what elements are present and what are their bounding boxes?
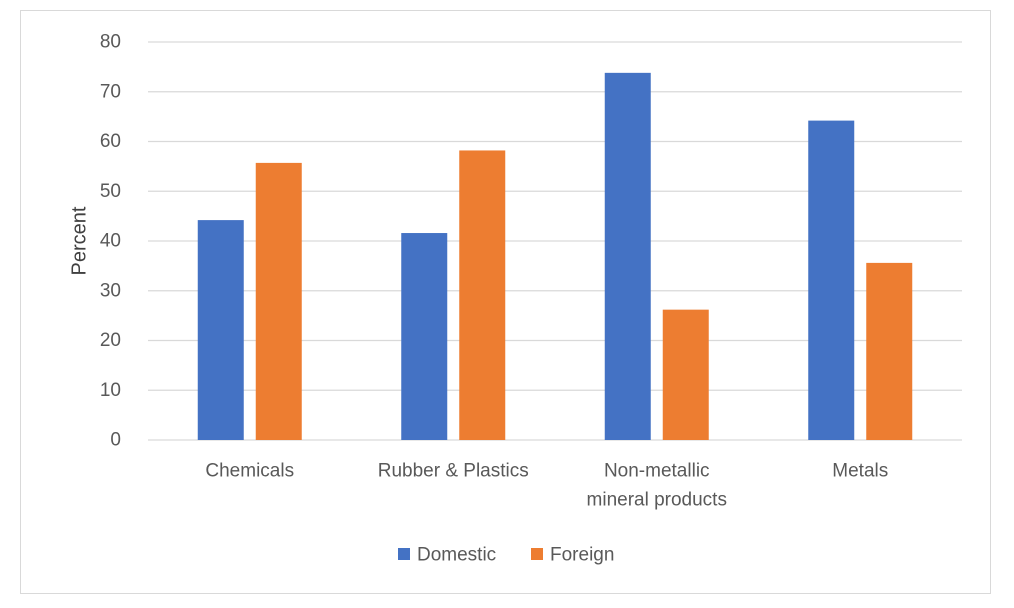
bar-foreign-0 [255,162,302,440]
bar-foreign-1 [459,150,506,440]
x-tick-label: Rubber & Plastics [378,461,529,482]
y-tick-label: 50 [100,181,121,202]
y-tick-label: 80 [100,32,121,53]
x-tick-label: Chemicals [205,461,294,482]
bars [197,72,913,440]
x-tick-label: Metals [832,461,888,482]
y-tick-label: 0 [110,430,121,451]
bar-domestic-0 [197,220,244,440]
legend-swatch-domestic [398,548,410,560]
x-tick-label: Non-metallic [604,461,710,482]
y-tick-label: 20 [100,330,121,351]
bar-foreign-2 [662,309,709,440]
legend-label-foreign: Foreign [550,545,614,566]
legend-swatch-foreign [531,548,543,560]
x-axis-labels: Chemicals Rubber & Plastics Non-metallic mi… [205,461,888,511]
y-tick-label: 60 [100,131,121,152]
bar-foreign-3 [866,262,913,440]
bar-domestic-3 [808,120,855,440]
x-tick-label: mineral products [587,490,727,511]
bar-domestic-2 [604,72,651,440]
y-tick-label: 30 [100,280,121,301]
y-tick-label: 10 [100,380,121,401]
bar-domestic-1 [401,233,448,440]
legend-label-domestic: Domestic [417,545,496,566]
legend: Domestic Foreign [398,545,614,566]
y-axis-ticks: 0 10 20 30 40 50 60 70 80 [100,32,121,451]
y-tick-label: 40 [100,231,121,252]
y-axis-title: Percent [68,206,90,275]
y-tick-label: 70 [100,81,121,102]
